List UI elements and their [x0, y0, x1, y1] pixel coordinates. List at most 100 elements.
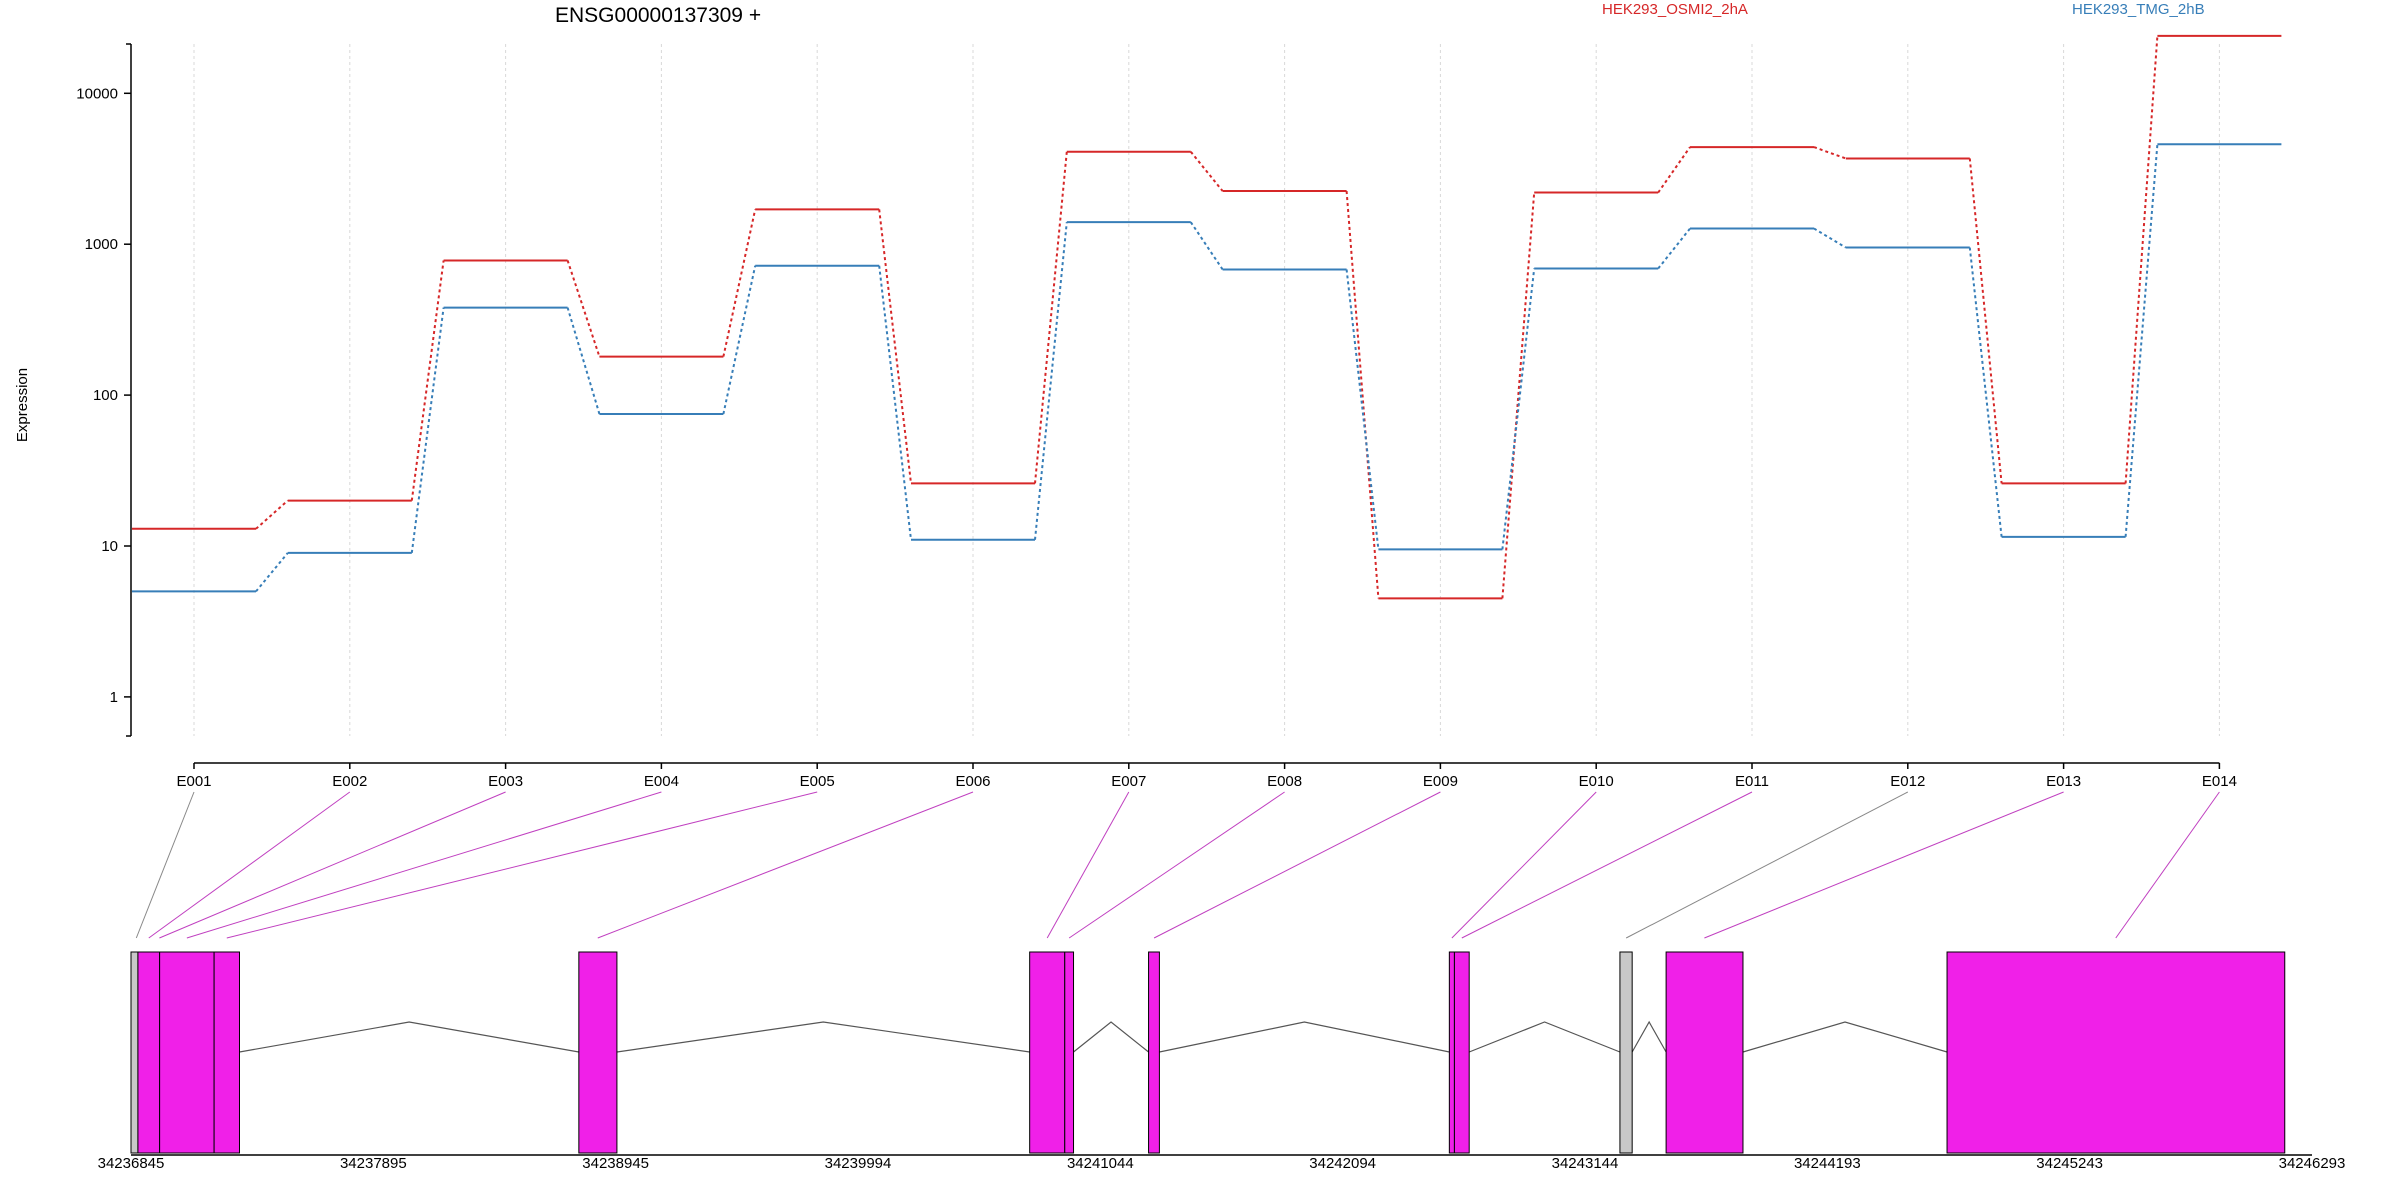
- series-lines: [132, 34, 2282, 600]
- x-axis: E001 E002 E003 E004 E005 E006 E007 E008 E009 E010…: [176, 762, 2237, 790]
- series-connector: [1968, 158, 2003, 484]
- intron-line: [1073, 1021, 1149, 1053]
- intron-line: [1742, 1021, 1948, 1053]
- series-connector: [1345, 269, 1380, 550]
- exon-link-line: [226, 791, 818, 939]
- x-tick-label: E012: [1890, 773, 1925, 790]
- genomic-tick-label: 34244193: [1794, 1155, 1861, 1172]
- series-2: [132, 143, 2282, 593]
- y-tick-label: 10000: [76, 85, 118, 102]
- series-connector: [566, 260, 601, 357]
- exon-box: [137, 951, 161, 1154]
- series-1: [132, 34, 2282, 600]
- exon-box: [1665, 951, 1744, 1154]
- series-connector: [1968, 247, 2003, 537]
- exon-link-line: [1451, 791, 1597, 939]
- genomic-tick-label: 34238945: [582, 1155, 649, 1172]
- series-connector: [1657, 146, 1691, 194]
- exon-box: [578, 951, 618, 1154]
- genomic-tick-label: 34241044: [1067, 1155, 1134, 1172]
- y-tick-label: 1: [110, 689, 118, 706]
- chart-title: ENSG00000137309 +: [555, 4, 761, 27]
- x-tick-label: E011: [1735, 773, 1769, 790]
- series-connector: [1190, 151, 1224, 192]
- gene-model: [130, 951, 2286, 1154]
- exon-box: [130, 951, 139, 1154]
- genomic-tick-label: 34237895: [340, 1155, 407, 1172]
- exon-box: [1029, 951, 1066, 1154]
- x-tick-label: E014: [2202, 773, 2237, 790]
- series-connector: [566, 307, 601, 415]
- x-tick-label: E003: [488, 773, 523, 790]
- exon-link-line: [1625, 791, 1909, 939]
- genomic-tick-label: 34246293: [2279, 1155, 2346, 1172]
- intron-line: [1159, 1021, 1450, 1053]
- genomic-axis: 34236845 34237895 34238945 34239994 34241044…: [98, 1154, 2346, 1172]
- x-tick-label: E009: [1423, 773, 1458, 790]
- exon-box: [1064, 951, 1075, 1154]
- exon-box: [1148, 951, 1160, 1154]
- series-connector: [255, 552, 289, 593]
- exon-box: [159, 951, 215, 1154]
- exon-link-line: [1461, 791, 1753, 939]
- exon-box: [1453, 951, 1470, 1154]
- exon-link-lines: [135, 791, 2220, 939]
- series-connector: [1501, 192, 1536, 599]
- series-connector: [722, 209, 757, 357]
- series-connector: [410, 307, 445, 554]
- genomic-tick-label: 34236845: [98, 1155, 165, 1172]
- exon-link-line: [2115, 791, 2220, 939]
- exon-link-line: [186, 791, 662, 939]
- x-tick-label: E002: [332, 773, 367, 790]
- intron-line: [616, 1021, 1030, 1053]
- y-tick-label: 1000: [85, 236, 118, 253]
- series-connector: [410, 260, 445, 501]
- x-tick-label: E004: [644, 773, 679, 790]
- exon-link-line: [1046, 791, 1130, 939]
- x-tick-label: E007: [1111, 773, 1146, 790]
- x-tick-label: E001: [176, 773, 211, 790]
- exon-link-line: [597, 791, 974, 939]
- x-tick-label: E008: [1267, 773, 1302, 790]
- exon-link-line: [148, 791, 351, 939]
- series-connector: [1501, 268, 1536, 550]
- genomic-tick-label: 34239994: [825, 1155, 892, 1172]
- exon-link-line: [1068, 791, 1285, 939]
- series-connector: [1657, 227, 1691, 270]
- x-tick-label: E010: [1579, 773, 1614, 790]
- series-connector: [1034, 222, 1068, 540]
- series-connector: [1189, 221, 1224, 271]
- exon-box: [1946, 951, 2286, 1154]
- series-connector: [255, 499, 289, 530]
- series-connector: [878, 265, 912, 540]
- exon-link-line: [1704, 791, 2064, 939]
- series-connector: [1034, 151, 1068, 484]
- x-tick-label: E013: [2046, 773, 2081, 790]
- y-tick-label: 10: [101, 538, 118, 555]
- intron-line: [1631, 1020, 1667, 1053]
- series-connector: [2124, 35, 2159, 484]
- genomic-tick-label: 34243144: [1552, 1155, 1619, 1172]
- series-connector: [1813, 227, 1847, 249]
- grid-lines: [193, 44, 2220, 736]
- y-axis: 1 10 100 1000 10000: [76, 43, 132, 737]
- intron-line: [1468, 1021, 1621, 1053]
- series-connector: [722, 265, 757, 415]
- y-axis-label: Expression: [14, 368, 31, 442]
- exon-box: [1448, 951, 1455, 1154]
- exon-link-line: [159, 791, 506, 939]
- series-connector: [878, 209, 912, 484]
- x-tick-label: E006: [955, 773, 990, 790]
- y-tick-label: 100: [93, 387, 118, 404]
- series-connector: [2124, 144, 2159, 537]
- exon-link-line: [1153, 791, 1441, 939]
- exon-box: [1619, 951, 1633, 1154]
- intron-line: [239, 1021, 579, 1053]
- legend-entry-series-2: HEK293_TMG_2hB: [2072, 1, 2205, 18]
- exon-link-line: [135, 791, 195, 939]
- legend-entry-series-1: HEK293_OSMI2_2hA: [1602, 1, 1748, 18]
- x-tick-label: E005: [800, 773, 835, 790]
- series-connector: [1345, 190, 1380, 599]
- series-connector: [1813, 146, 1847, 160]
